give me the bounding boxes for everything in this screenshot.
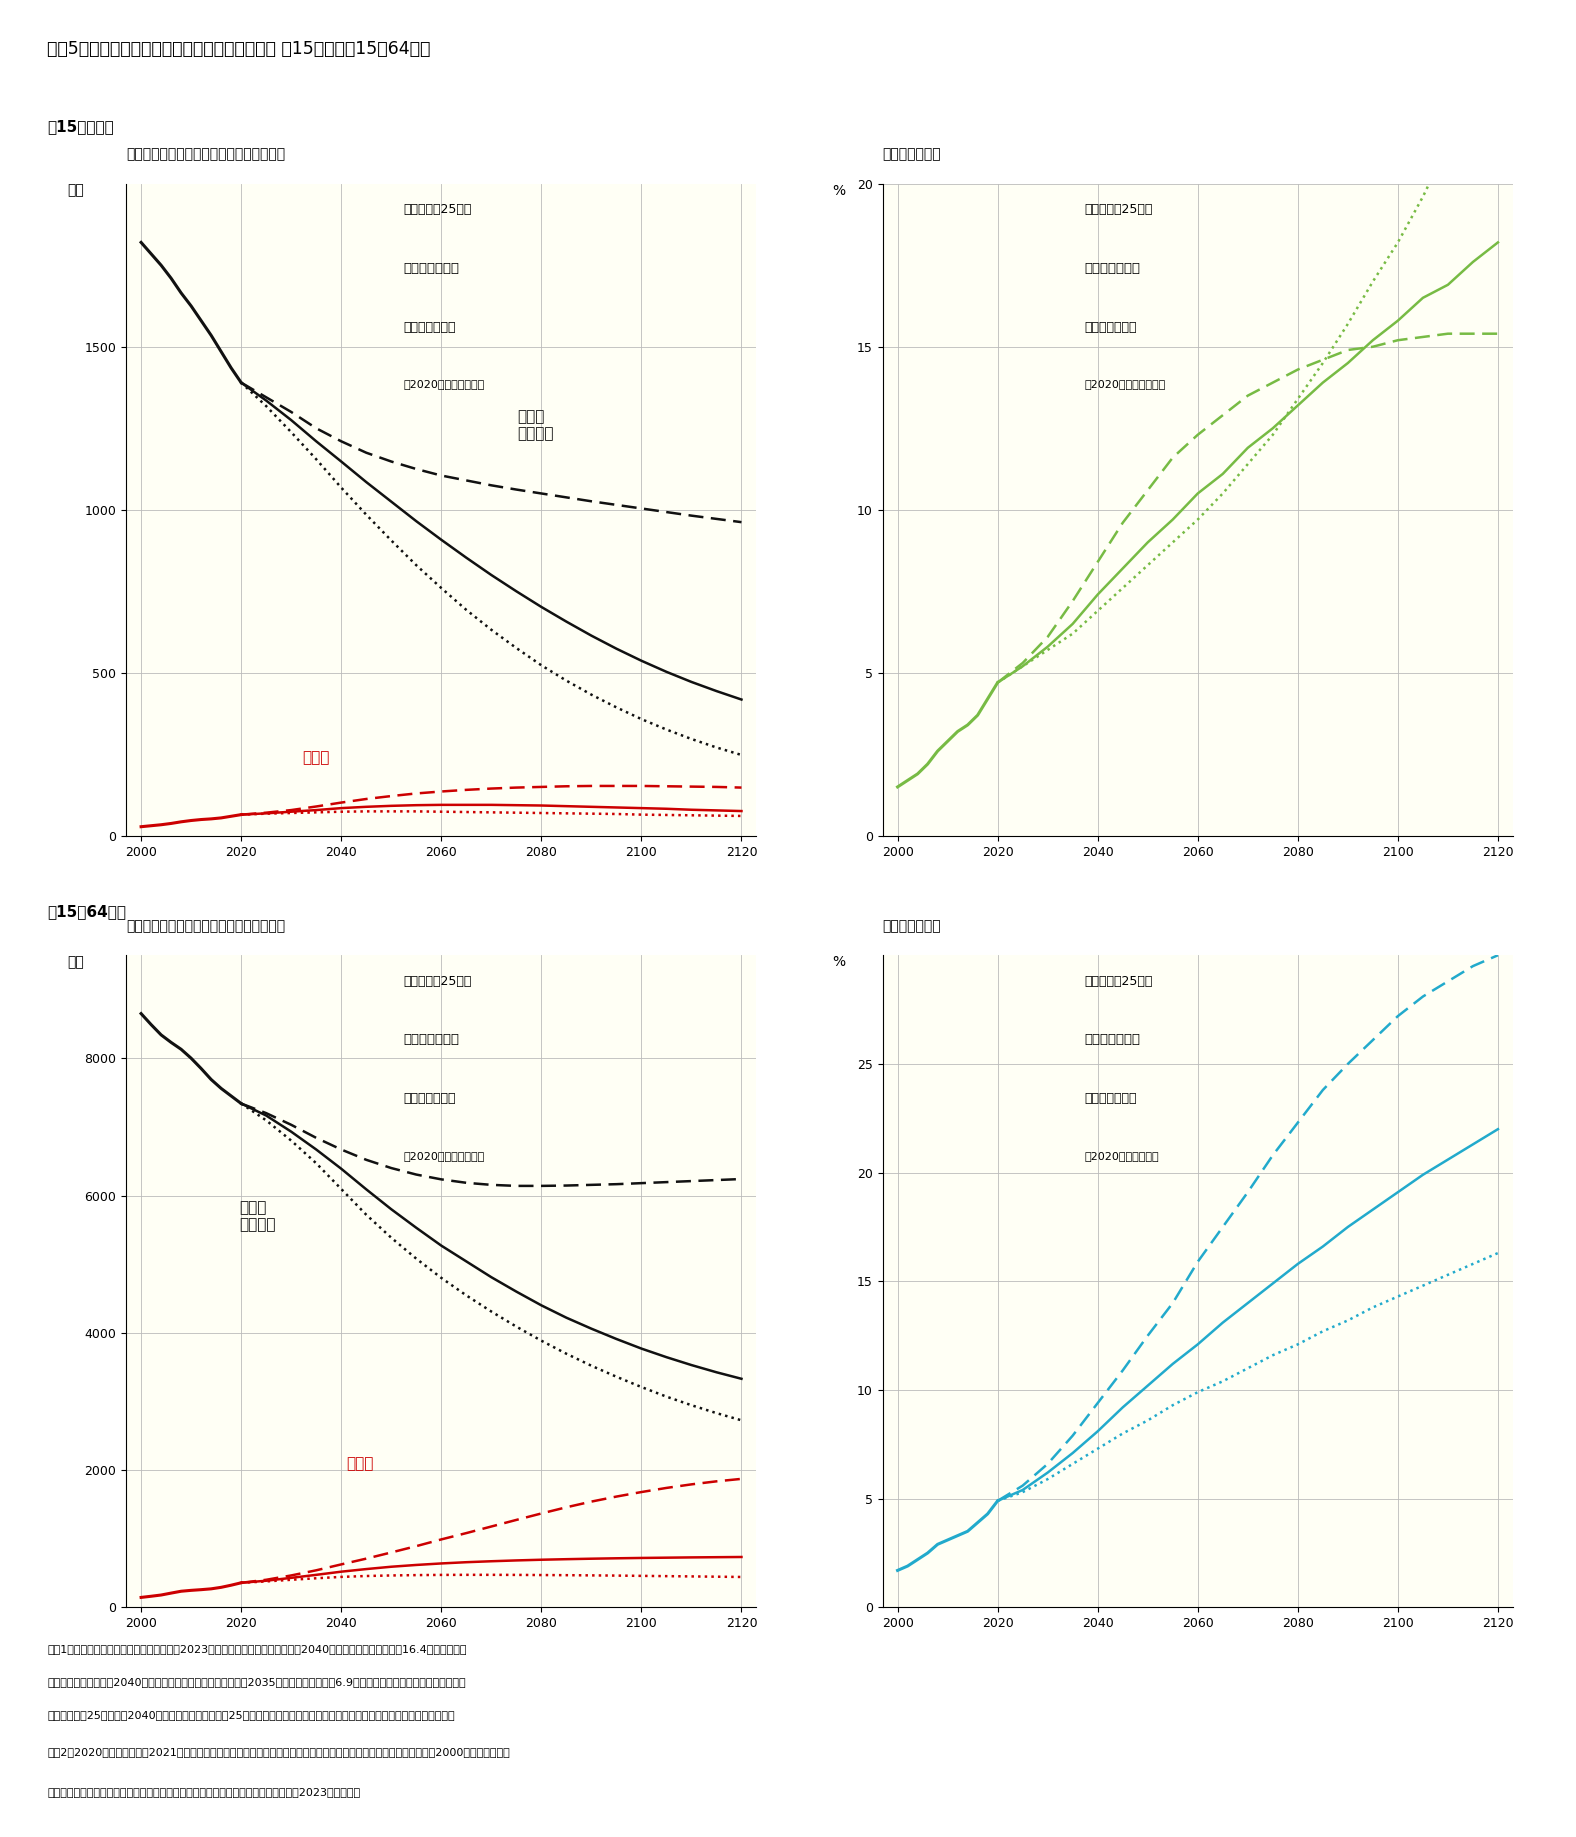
Text: （注2）2020年までは実績、2021年以降は推計。実績は国立社会保障・人口問題研究所「人口統計資料集」で把握可能な2000年以降とした。: （注2）2020年までは実績、2021年以降は推計。実績は国立社会保障・人口問題…	[47, 1747, 511, 1756]
Text: （外国人比率）: （外国人比率）	[883, 147, 941, 162]
Text: 流入据置は、2040年の外国人入国超過数を前回推計の2035年時点と同じ水準（6.9万人）と仮定した条件付推計の結果。: 流入据置は、2040年の外国人入国超過数を前回推計の2035年時点と同じ水準（6…	[47, 1677, 466, 1686]
Text: %: %	[832, 184, 845, 198]
Text: 日本人
＋外国人: 日本人 ＋外国人	[240, 1200, 276, 1233]
Text: （2020年まで実績）: （2020年まで実績）	[1084, 1150, 1158, 1161]
Text: 流入25万人は、2040年の外国人入国超過数を25万人と仮定した条件付推計の結果。いずれも出生と死亡の仮定は中位。: 流入25万人は、2040年の外国人入国超過数を25万人と仮定した条件付推計の結果…	[47, 1710, 455, 1719]
Text: 実線：中位推計: 実線：中位推計	[1084, 263, 1141, 276]
Text: 実線：中位推計: 実線：中位推計	[1084, 1034, 1141, 1047]
Text: （外国人比率）: （外国人比率）	[883, 918, 941, 933]
Text: 万人: 万人	[68, 184, 84, 198]
Text: 破線：流入25万人: 破線：流入25万人	[1084, 204, 1152, 217]
Text: 図表5　外国人人口と外国人比率の実績と見通し （15歳未満と15〜64歳）: 図表5 外国人人口と外国人比率の実績と見通し （15歳未満と15〜64歳）	[47, 40, 430, 59]
Text: 破線：流入25万人: 破線：流入25万人	[1084, 975, 1152, 988]
Text: （資料）国立社会保障・人口問題研究所「人口統計資料集」「日本の将来推計人口（2023年推計）」: （資料）国立社会保障・人口問題研究所「人口統計資料集」「日本の将来推計人口（20…	[47, 1787, 361, 1797]
Text: 点線：流入据置: 点線：流入据置	[403, 321, 455, 334]
Text: 点線：流入据置: 点線：流入据置	[1084, 321, 1136, 334]
Text: 外国人: 外国人	[347, 1457, 374, 1471]
Text: %: %	[832, 955, 845, 970]
Text: 実線：中位推計: 実線：中位推計	[403, 1034, 460, 1047]
Text: （外国人人口と、外国人と日本人の合計）: （外国人人口と、外国人と日本人の合計）	[126, 918, 285, 933]
Text: 日本人
＋外国人: 日本人 ＋外国人	[517, 410, 553, 441]
Text: 万人: 万人	[68, 955, 84, 970]
Text: （2020年までは実績）: （2020年までは実績）	[403, 378, 485, 389]
Text: （2020年までは実績）: （2020年までは実績）	[403, 1150, 485, 1161]
Text: 破線：流入25万人: 破線：流入25万人	[403, 975, 471, 988]
Text: 【15〜64歳】: 【15〜64歳】	[47, 904, 126, 918]
Text: 外国人: 外国人	[303, 749, 329, 764]
Text: 破線：流入25万人: 破線：流入25万人	[403, 204, 471, 217]
Text: 点線：流入据置: 点線：流入据置	[403, 1093, 455, 1106]
Text: 点線：流入据置: 点線：流入据置	[1084, 1093, 1136, 1106]
Text: （外国人人口と、外国人と日本人の合計）: （外国人人口と、外国人と日本人の合計）	[126, 147, 285, 162]
Text: （注1）中位推計は「日本の将来推計人口（2023年推計）」の標準的なケース。2040年の外国人入国超過数を16.4万人と仮定。: （注1）中位推計は「日本の将来推計人口（2023年推計）」の標準的なケース。20…	[47, 1644, 466, 1653]
Text: 【15歳未満】: 【15歳未満】	[47, 119, 113, 134]
Text: 実線：中位推計: 実線：中位推計	[403, 263, 460, 276]
Text: （2020年までは実績）: （2020年までは実績）	[1084, 378, 1166, 389]
